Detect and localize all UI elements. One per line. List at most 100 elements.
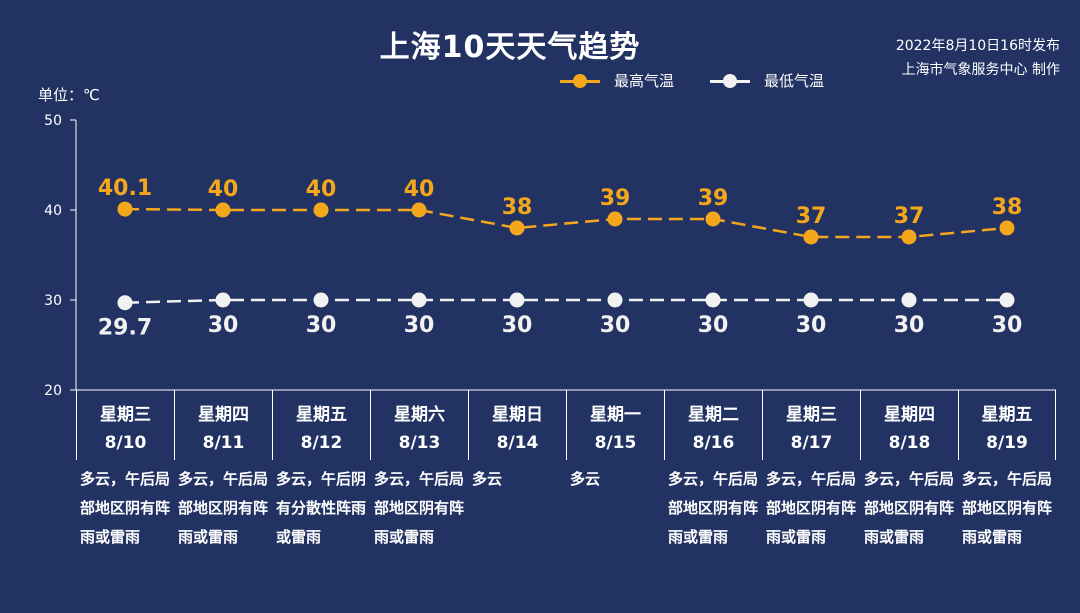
weather-description: 多云，午后局部地区阴有阵雨或雷雨 xyxy=(864,470,955,546)
series-line-low xyxy=(124,298,1007,304)
weekday-label: 星期四 xyxy=(884,405,935,425)
weekday-label: 星期日 xyxy=(492,405,543,425)
date-label: 8/12 xyxy=(300,433,343,453)
weekday-label: 星期四 xyxy=(198,405,249,425)
day-cell: 星期四 8/11 xyxy=(174,390,272,460)
day-cell: 星期四 8/18 xyxy=(860,390,958,460)
date-label: 8/14 xyxy=(496,433,539,453)
data-label-low: 30 xyxy=(894,313,925,338)
weather-description: 多云，午后局部地区阴有阵雨或雷雨 xyxy=(962,470,1053,546)
data-label-low: 30 xyxy=(404,313,435,338)
data-point-low xyxy=(509,292,525,308)
legend-high-swatch xyxy=(560,73,600,89)
legend-low: 最低气温 xyxy=(710,70,824,91)
weekday-label: 星期一 xyxy=(590,405,641,425)
data-point-low xyxy=(215,292,231,308)
data-label-high: 40 xyxy=(404,177,435,202)
series-line-high xyxy=(124,207,1008,239)
data-label-high: 40 xyxy=(306,177,337,202)
data-point-high xyxy=(999,220,1015,236)
weekday-label: 星期三 xyxy=(100,405,151,425)
weekday-label: 星期三 xyxy=(786,405,837,425)
data-point-high xyxy=(117,201,133,217)
data-point-high xyxy=(411,202,427,218)
y-tick-label: 50 xyxy=(44,113,62,129)
chart-title: 上海10天天气趋势 xyxy=(379,30,641,65)
data-point-high xyxy=(901,229,917,245)
data-label-high: 39 xyxy=(600,186,631,211)
data-label-low: 30 xyxy=(796,313,827,338)
publish-date: 2022年8月10日16时发布 xyxy=(895,38,1060,54)
weekday-label: 星期五 xyxy=(981,405,1033,425)
date-label: 8/15 xyxy=(594,433,637,453)
weather-description: 多云，午后阴有分散性阵雨或雷雨 xyxy=(276,470,367,546)
data-label-low: 30 xyxy=(992,313,1023,338)
day-cell: 星期日 8/14 xyxy=(468,390,566,460)
date-label: 8/10 xyxy=(104,433,147,453)
date-label: 8/18 xyxy=(888,433,931,453)
data-point-low xyxy=(411,292,427,308)
data-label-high: 40 xyxy=(208,177,239,202)
day-cell: 星期五 8/19 xyxy=(958,390,1056,460)
weather-description: 多云，午后局部地区阴有阵雨或雷雨 xyxy=(374,470,465,546)
data-label-low: 30 xyxy=(306,313,337,338)
data-label-high: 38 xyxy=(502,195,533,220)
day-cell: 星期三 8/17 xyxy=(762,390,860,460)
legend-low-swatch xyxy=(710,73,750,89)
data-label-low: 30 xyxy=(600,313,631,338)
data-point-high xyxy=(509,220,525,236)
date-label: 8/11 xyxy=(202,433,245,453)
data-point-high xyxy=(313,202,329,218)
data-label-low: 30 xyxy=(208,313,239,338)
weekday-label: 星期二 xyxy=(688,405,739,425)
y-tick-label: 20 xyxy=(44,383,62,399)
y-tick-label: 40 xyxy=(44,203,62,219)
legend-high-label: 最高气温 xyxy=(614,72,675,90)
data-point-high xyxy=(803,229,819,245)
legend-low-label: 最低气温 xyxy=(764,72,825,90)
data-point-high xyxy=(215,202,231,218)
unit-label: 单位：℃ xyxy=(38,86,100,104)
legend-high: 最高气温 xyxy=(560,70,674,91)
data-point-low xyxy=(117,295,133,311)
data-point-low xyxy=(901,292,917,308)
data-label-low: 30 xyxy=(698,313,729,338)
date-label: 8/13 xyxy=(398,433,441,453)
weekday-label: 星期五 xyxy=(296,405,347,425)
day-header-row: 星期三 8/10 星期四 8/11 星期五 8/12 星期六 8/13 星期日 8/14 星期一 8/… xyxy=(76,390,1056,460)
weather-description: 多云 xyxy=(570,470,601,488)
day-cell: 星期五 8/12 xyxy=(272,390,370,460)
data-label-high: 39 xyxy=(698,186,729,211)
publish-info: 2022年8月10日16时发布 上海市气象服务中心 制作 xyxy=(896,34,1060,82)
data-point-low xyxy=(999,292,1015,308)
weather-desc-row: 多云，午后局部地区阴有阵雨或雷雨 多云，午后局部地区阴有阵雨或雷雨 多云，午后阴有分… xyxy=(76,462,1056,552)
data-label-high: 37 xyxy=(894,204,925,229)
date-label: 8/16 xyxy=(692,433,735,453)
data-point-high xyxy=(607,211,623,227)
weather-description: 多云，午后局部地区阴有阵雨或雷雨 xyxy=(80,470,171,546)
day-cell: 星期三 8/10 xyxy=(76,390,174,460)
data-label-low: 30 xyxy=(502,313,533,338)
day-cell: 星期一 8/15 xyxy=(566,390,664,460)
data-point-low xyxy=(607,292,623,308)
data-point-low xyxy=(705,292,721,308)
weather-description: 多云 xyxy=(472,470,503,488)
data-label-high: 37 xyxy=(796,204,827,229)
data-point-low xyxy=(803,292,819,308)
date-label: 8/17 xyxy=(790,433,833,453)
date-label: 8/19 xyxy=(986,433,1028,453)
day-cell: 星期二 8/16 xyxy=(664,390,762,460)
data-label-high: 40.1 xyxy=(98,176,152,201)
weather-description: 多云，午后局部地区阴有阵雨或雷雨 xyxy=(668,470,759,546)
data-point-low xyxy=(313,292,329,308)
y-tick-label: 30 xyxy=(44,293,62,309)
data-point-high xyxy=(705,211,721,227)
day-cell: 星期六 8/13 xyxy=(370,390,468,460)
weekday-label: 星期六 xyxy=(394,405,445,425)
data-label-high: 38 xyxy=(992,195,1023,220)
data-label-low: 29.7 xyxy=(98,316,152,341)
weather-description: 多云，午后局部地区阴有阵雨或雷雨 xyxy=(766,470,857,546)
weather-description: 多云，午后局部地区阴有阵雨或雷雨 xyxy=(178,470,269,546)
publisher: 上海市气象服务中心 制作 xyxy=(901,62,1060,78)
